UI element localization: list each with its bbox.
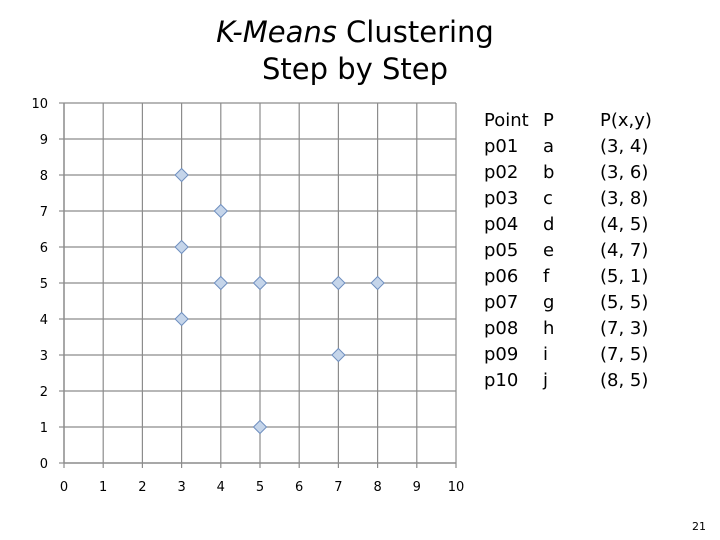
point-letter-cell: a xyxy=(543,136,555,157)
point-letter-cell: h xyxy=(543,318,555,339)
point-letter-cell: P xyxy=(543,110,554,131)
x-tick-label: 0 xyxy=(60,480,68,495)
point-coords-cell: (3, 4) xyxy=(600,136,649,157)
point-letter-cell: e xyxy=(543,240,555,261)
x-tick-label: 2 xyxy=(138,480,146,495)
y-tick-label: 8 xyxy=(40,169,48,184)
y-tick-label: 0 xyxy=(40,457,48,472)
x-tick-label: 6 xyxy=(295,480,303,495)
y-tick-label: 9 xyxy=(40,133,48,148)
point-id-cell: p07 xyxy=(484,292,519,313)
data-point-marker xyxy=(174,167,189,183)
point-letter-cell: i xyxy=(543,344,549,365)
point-letter-cell: b xyxy=(543,162,555,183)
data-point-marker xyxy=(331,347,346,363)
y-tick-label: 4 xyxy=(40,313,48,328)
x-tick-label: 8 xyxy=(373,480,381,495)
title-line-2: Step by Step xyxy=(261,52,449,86)
data-point-marker xyxy=(252,419,268,435)
title-line-1: K-Means Clustering xyxy=(140,14,570,51)
data-point-marker xyxy=(174,239,189,255)
point-id-cell: p08 xyxy=(484,318,519,339)
point-id-cell: p06 xyxy=(484,266,519,287)
point-coords-cell: (3, 6) xyxy=(600,162,649,183)
x-tick-label: 4 xyxy=(217,480,225,495)
point-coords-cell: (3, 8) xyxy=(600,188,649,209)
point-id-cell: p05 xyxy=(484,240,519,261)
point-coords-cell: (7, 3) xyxy=(600,318,649,339)
point-coords-cell: (5, 1) xyxy=(600,266,649,287)
point-id-cell: Point xyxy=(484,110,529,131)
x-tick-label: 3 xyxy=(177,480,185,495)
point-letter-cell: f xyxy=(543,266,550,287)
y-tick-label: 2 xyxy=(40,385,48,400)
point-id-cell: p04 xyxy=(484,214,519,235)
x-tick-label: 9 xyxy=(413,480,421,495)
point-letter-cell: d xyxy=(543,214,555,235)
point-coords-cell: (4, 5) xyxy=(600,214,649,235)
data-point-marker xyxy=(213,275,229,291)
x-tick-label: 10 xyxy=(448,480,465,495)
point-coords-cell: (7, 5) xyxy=(600,344,649,365)
data-point-marker xyxy=(252,275,268,291)
y-tick-label: 5 xyxy=(40,277,48,292)
point-id-cell: p01 xyxy=(484,136,519,157)
y-tick-label: 10 xyxy=(31,97,48,112)
point-letter-cell: j xyxy=(543,370,549,391)
title-rest-part: Clustering xyxy=(336,15,494,49)
y-tick-label: 6 xyxy=(40,241,48,256)
point-letter-cell: g xyxy=(543,292,555,313)
point-letter-cell: c xyxy=(543,188,553,209)
x-tick-label: 1 xyxy=(99,480,107,495)
point-id-cell: p03 xyxy=(484,188,519,209)
x-tick-label: 7 xyxy=(334,480,342,495)
x-tick-label: 5 xyxy=(256,480,264,495)
point-id-cell: p09 xyxy=(484,344,519,365)
y-tick-label: 3 xyxy=(40,349,48,364)
data-point-marker xyxy=(213,203,229,219)
slide-title: K-Means Clustering Step by Step xyxy=(140,14,570,88)
point-id-cell: p02 xyxy=(484,162,519,183)
point-coords-cell: P(x,y) xyxy=(600,110,652,131)
data-point-marker xyxy=(331,275,346,291)
point-coords-cell: (4, 7) xyxy=(600,240,649,261)
data-point-marker xyxy=(174,311,189,327)
y-tick-label: 7 xyxy=(40,205,48,220)
point-coords-cell: (5, 5) xyxy=(600,292,649,313)
page-number: 21 xyxy=(692,520,706,533)
title-italic-part: K-Means xyxy=(216,15,337,49)
y-tick-label: 1 xyxy=(40,421,48,436)
point-coords-cell: (8, 5) xyxy=(600,370,649,391)
point-id-cell: p10 xyxy=(484,370,519,391)
data-point-marker xyxy=(370,275,385,291)
